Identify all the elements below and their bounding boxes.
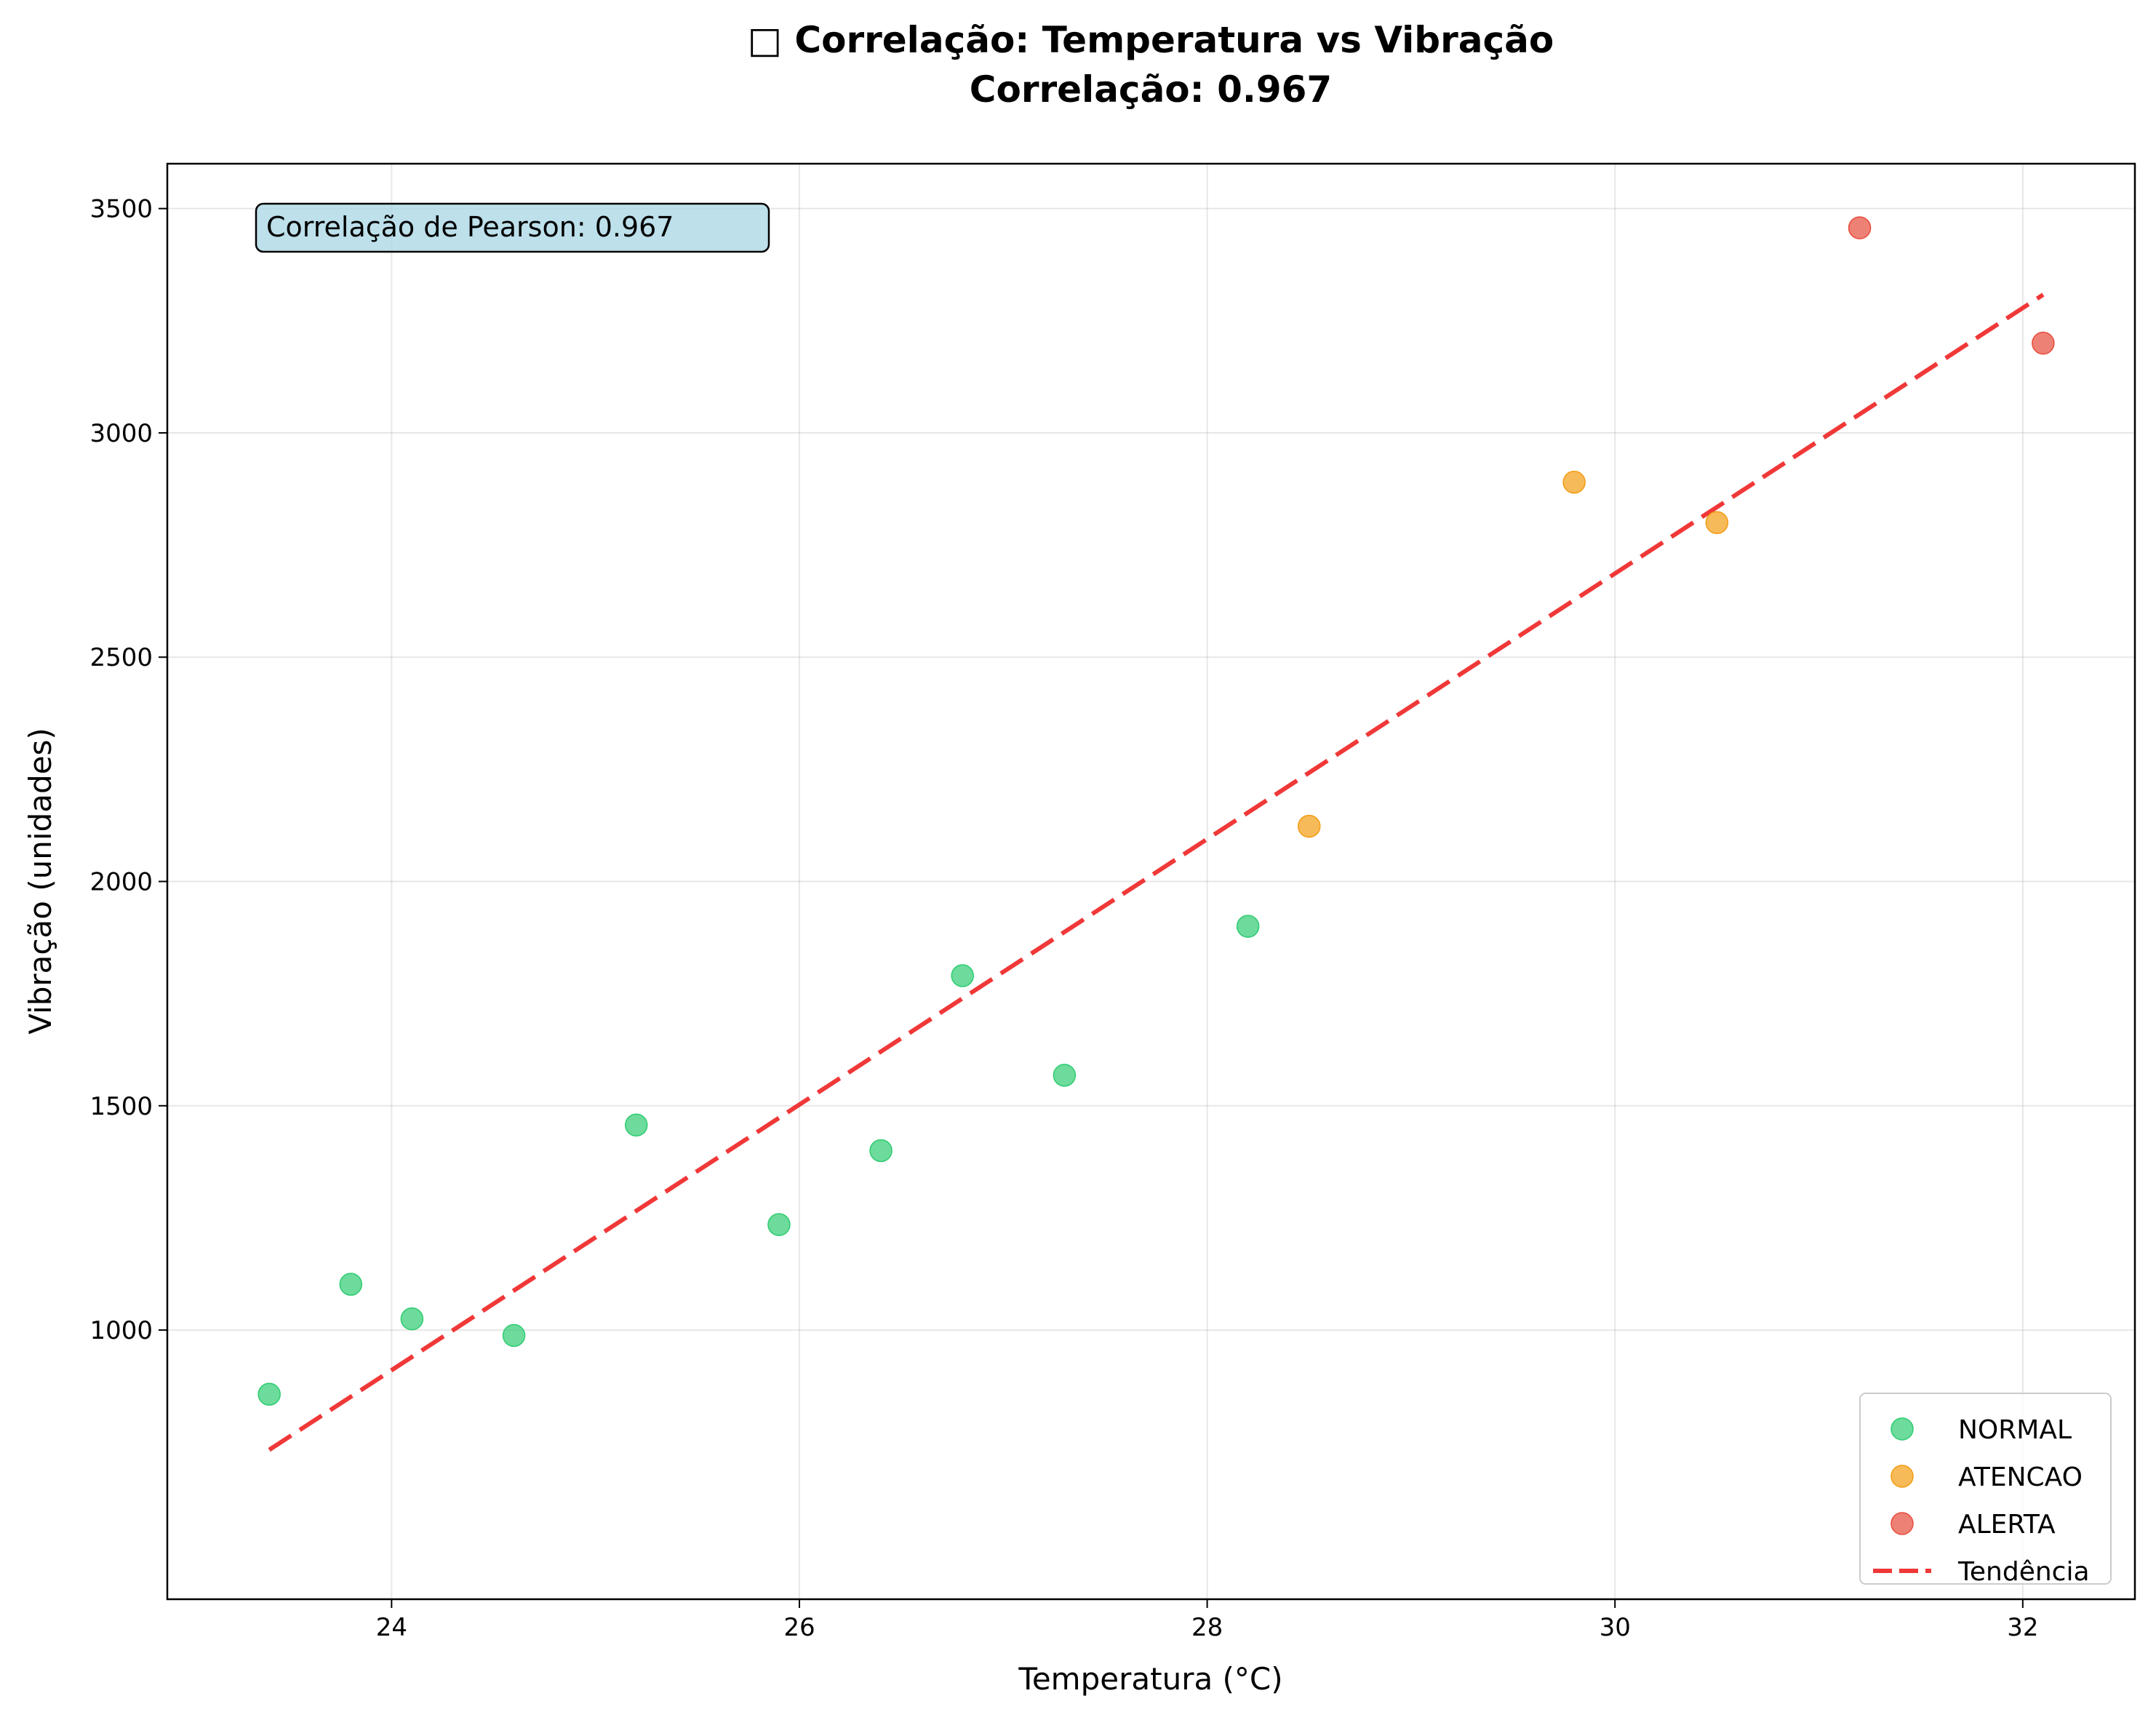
chart-title-line1: □ Correlação: Temperatura vs Vibração [748,19,1554,61]
legend-marker-normal [1891,1417,1914,1441]
axis-ticks: 24 26 28 30 32 1000 1500 2000 2500 3000 3500 [89,195,2038,1642]
scatter-point-normal [951,964,974,987]
scatter-point-normal [1236,915,1260,938]
pearson-annotation: Correlação de Pearson: 0.967 [255,202,770,253]
x-tick-label: 24 [376,1613,407,1642]
trend-layer [268,292,2045,1452]
x-tick-label: 26 [783,1613,815,1642]
scatter-points [257,216,2055,1406]
scatter-point-alerta [1848,216,1872,239]
scatter-point-atencao [1705,511,1729,534]
scatter-point-normal [869,1139,893,1163]
y-axis-label: Vibração (unidades) [23,728,58,1034]
scatter-point-normal [400,1307,424,1331]
trend-line [268,292,2045,1452]
annotation-text: Correlação de Pearson: 0.967 [266,211,674,243]
scatter-point-atencao [1297,814,1321,838]
scatter-point-alerta [2032,331,2055,355]
y-tick-label: 3000 [89,419,153,448]
legend-marker-atencao [1891,1465,1914,1488]
scatter-point-atencao [1562,471,1586,494]
scatter-point-normal [502,1323,526,1347]
legend-label-atencao: ATENCAO [1958,1462,2083,1492]
y-tick-label: 1000 [89,1316,153,1345]
x-axis-label: Temperatura (°C) [1018,1661,1282,1697]
scatter-point-normal [767,1213,791,1236]
legend-marker-alerta [1891,1512,1914,1535]
legend-label-alerta: ALERTA [1958,1510,2056,1540]
scatter-point-normal [257,1382,281,1406]
scatter-point-normal [1053,1064,1077,1087]
legend-label-normal: NORMAL [1958,1415,2072,1445]
legend-label-trend: Tendência [1957,1557,2090,1587]
scatter-point-normal [339,1273,363,1296]
y-tick-label: 1500 [89,1092,153,1121]
annotation-box [255,202,770,253]
x-tick-label: 32 [2007,1613,2038,1642]
chart-title-line2: Correlação: 0.967 [970,68,1332,111]
legend: NORMAL ATENCAO ALERTA Tendência [1859,1393,2112,1587]
y-tick-label: 2500 [89,643,153,672]
x-tick-label: 28 [1191,1613,1223,1642]
y-tick-label: 3500 [89,195,153,224]
x-tick-label: 30 [1600,1613,1631,1642]
legend-box [1859,1393,2112,1585]
scatter-point-normal [624,1113,648,1137]
y-tick-label: 2000 [89,868,153,897]
